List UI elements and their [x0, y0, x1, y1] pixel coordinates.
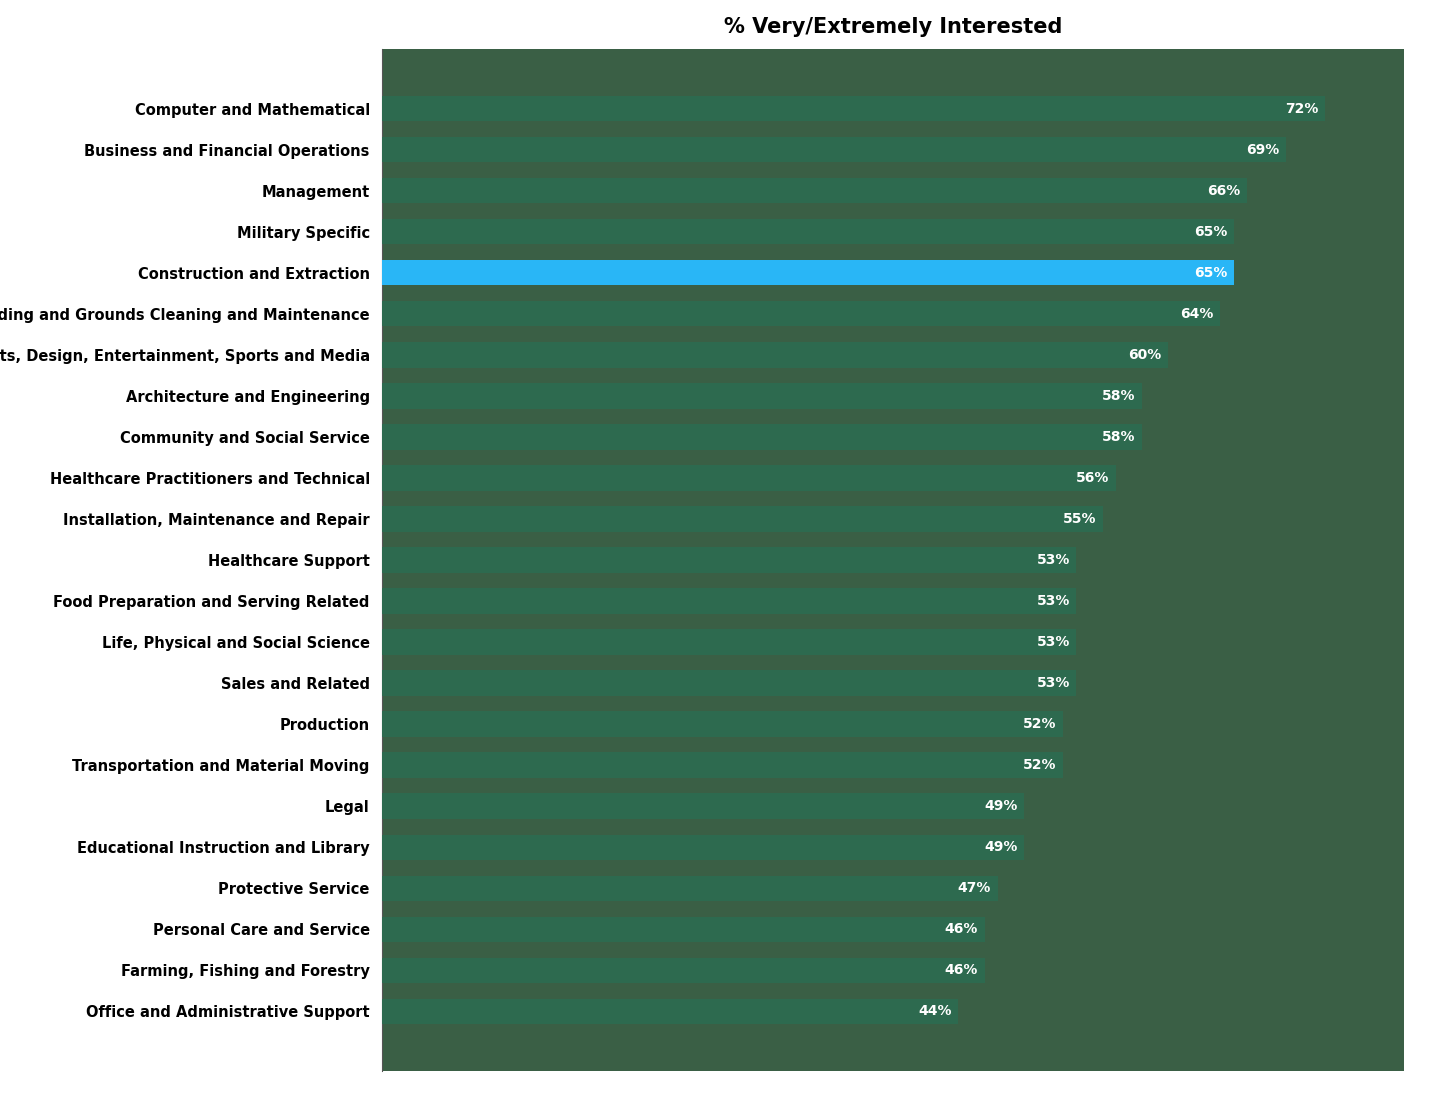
Bar [382, 301, 1221, 326]
Text: 65%: 65% [1194, 225, 1227, 238]
Text: 46%: 46% [945, 963, 978, 977]
Text: 53%: 53% [1037, 553, 1070, 567]
Bar [382, 589, 1076, 614]
Text: 60%: 60% [1129, 348, 1162, 361]
Bar [382, 260, 1234, 285]
Text: 69%: 69% [1246, 143, 1280, 157]
Bar [382, 178, 1247, 203]
Text: 53%: 53% [1037, 676, 1070, 691]
Bar [382, 834, 1024, 860]
Text: 72%: 72% [1286, 101, 1319, 115]
Text: 47%: 47% [958, 882, 991, 895]
Text: 55%: 55% [1063, 512, 1096, 526]
Text: 52%: 52% [1024, 717, 1057, 731]
Text: 56%: 56% [1076, 471, 1109, 485]
Bar [382, 712, 1063, 737]
Text: 52%: 52% [1024, 759, 1057, 772]
Text: 46%: 46% [945, 922, 978, 937]
Text: 49%: 49% [984, 840, 1017, 854]
Bar [382, 506, 1103, 531]
Bar [382, 752, 1063, 777]
Bar [382, 875, 998, 901]
Bar [382, 466, 1116, 491]
Bar [382, 343, 1168, 368]
Bar [382, 383, 1142, 408]
Bar [382, 917, 985, 942]
Bar [382, 219, 1234, 245]
Bar [382, 137, 1286, 163]
Text: 49%: 49% [984, 799, 1017, 814]
Text: 58%: 58% [1102, 429, 1135, 444]
Bar [382, 547, 1076, 573]
Text: 53%: 53% [1037, 594, 1070, 608]
Bar [382, 999, 959, 1024]
Text: 44%: 44% [919, 1005, 952, 1019]
Bar [382, 629, 1076, 654]
Text: 58%: 58% [1102, 389, 1135, 403]
Text: 65%: 65% [1194, 266, 1227, 280]
Text: 66%: 66% [1207, 183, 1240, 198]
Bar [382, 957, 985, 983]
Text: 64%: 64% [1181, 306, 1214, 321]
Bar [382, 424, 1142, 449]
Bar [382, 794, 1024, 819]
Title: % Very/Extremely Interested: % Very/Extremely Interested [724, 16, 1061, 36]
Bar [382, 96, 1325, 121]
Text: 53%: 53% [1037, 635, 1070, 649]
Bar [382, 671, 1076, 696]
